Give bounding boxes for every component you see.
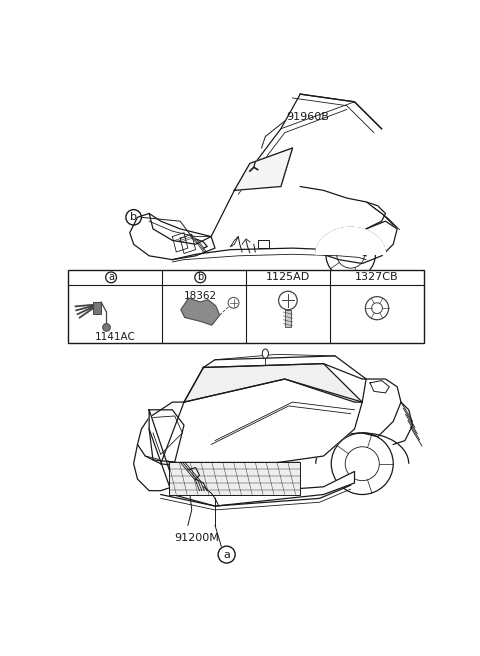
Text: 91960B: 91960B [286, 112, 329, 122]
Circle shape [228, 297, 239, 308]
Bar [285, 310, 291, 327]
Polygon shape [161, 379, 362, 472]
Polygon shape [181, 298, 220, 325]
Polygon shape [234, 148, 292, 190]
Bar [168, 462, 300, 495]
Polygon shape [149, 410, 355, 506]
Circle shape [372, 303, 383, 314]
Polygon shape [370, 380, 389, 393]
Text: 1327CB: 1327CB [355, 272, 399, 282]
Bar [258, 240, 269, 248]
Text: 1141AC: 1141AC [95, 332, 135, 342]
Text: 91200M: 91200M [175, 533, 219, 543]
Circle shape [365, 297, 389, 319]
Text: b: b [197, 272, 204, 282]
Ellipse shape [262, 349, 268, 358]
Polygon shape [316, 228, 385, 255]
Text: 1125AD: 1125AD [266, 272, 310, 282]
Circle shape [278, 291, 297, 310]
Polygon shape [204, 356, 366, 379]
Text: 18362: 18362 [184, 291, 217, 301]
Bar [93, 302, 101, 314]
Polygon shape [184, 363, 362, 402]
Bar [68, 270, 424, 343]
Text: b: b [130, 213, 137, 222]
Circle shape [103, 323, 110, 331]
Text: a: a [223, 550, 230, 560]
Text: a: a [108, 272, 114, 282]
